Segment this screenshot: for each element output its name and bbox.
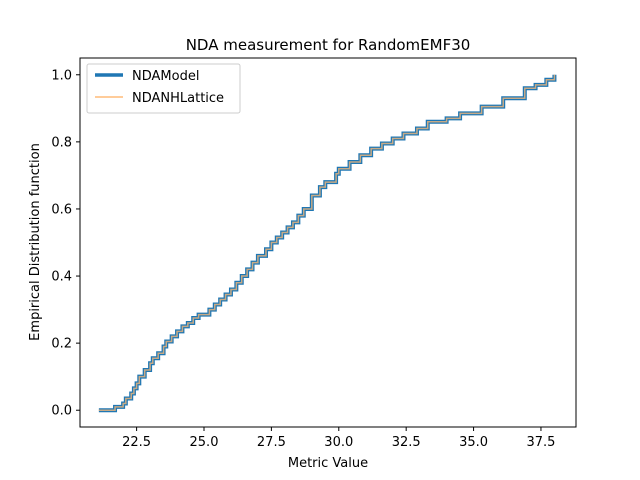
legend-box bbox=[86, 63, 241, 114]
plot-frame bbox=[79, 57, 577, 428]
y-tick-label: 0.2 bbox=[51, 337, 72, 352]
y-tick-label: 0.4 bbox=[51, 270, 72, 285]
x-tick-label: 27.5 bbox=[257, 435, 286, 450]
x-tick-label: 37.5 bbox=[526, 435, 555, 450]
x-tick-label: 30.0 bbox=[324, 435, 353, 450]
legend-label-ndanhlattice: NDANHLattice bbox=[132, 91, 224, 106]
y-tick-label: 0.6 bbox=[51, 202, 72, 217]
y-tick-label: 0.0 bbox=[51, 404, 72, 419]
x-tick-label: 22.5 bbox=[122, 435, 151, 450]
chart-title: NDA measurement for RandomEMF30 bbox=[186, 36, 471, 54]
x-axis-ticks: 22.5 25.0 27.5 30.0 32.5 35.0 37.5 bbox=[122, 427, 555, 450]
x-axis-label: Metric Value bbox=[288, 456, 368, 471]
x-tick-label: 25.0 bbox=[190, 435, 219, 450]
y-tick-label: 1.0 bbox=[51, 68, 72, 83]
y-axis-label: Empirical Distribution function bbox=[28, 143, 43, 341]
legend: NDAModel NDANHLattice bbox=[86, 63, 241, 114]
y-axis-ticks: 0.0 0.2 0.4 0.6 0.8 1.0 bbox=[51, 68, 80, 419]
series-layer bbox=[98, 74, 557, 413]
legend-label-ndamodel: NDAModel bbox=[132, 69, 199, 84]
series-line-ndanhlattice bbox=[98, 74, 556, 411]
y-tick-label: 0.8 bbox=[51, 135, 72, 150]
x-tick-label: 32.5 bbox=[392, 435, 421, 450]
x-tick-label: 35.0 bbox=[459, 435, 488, 450]
